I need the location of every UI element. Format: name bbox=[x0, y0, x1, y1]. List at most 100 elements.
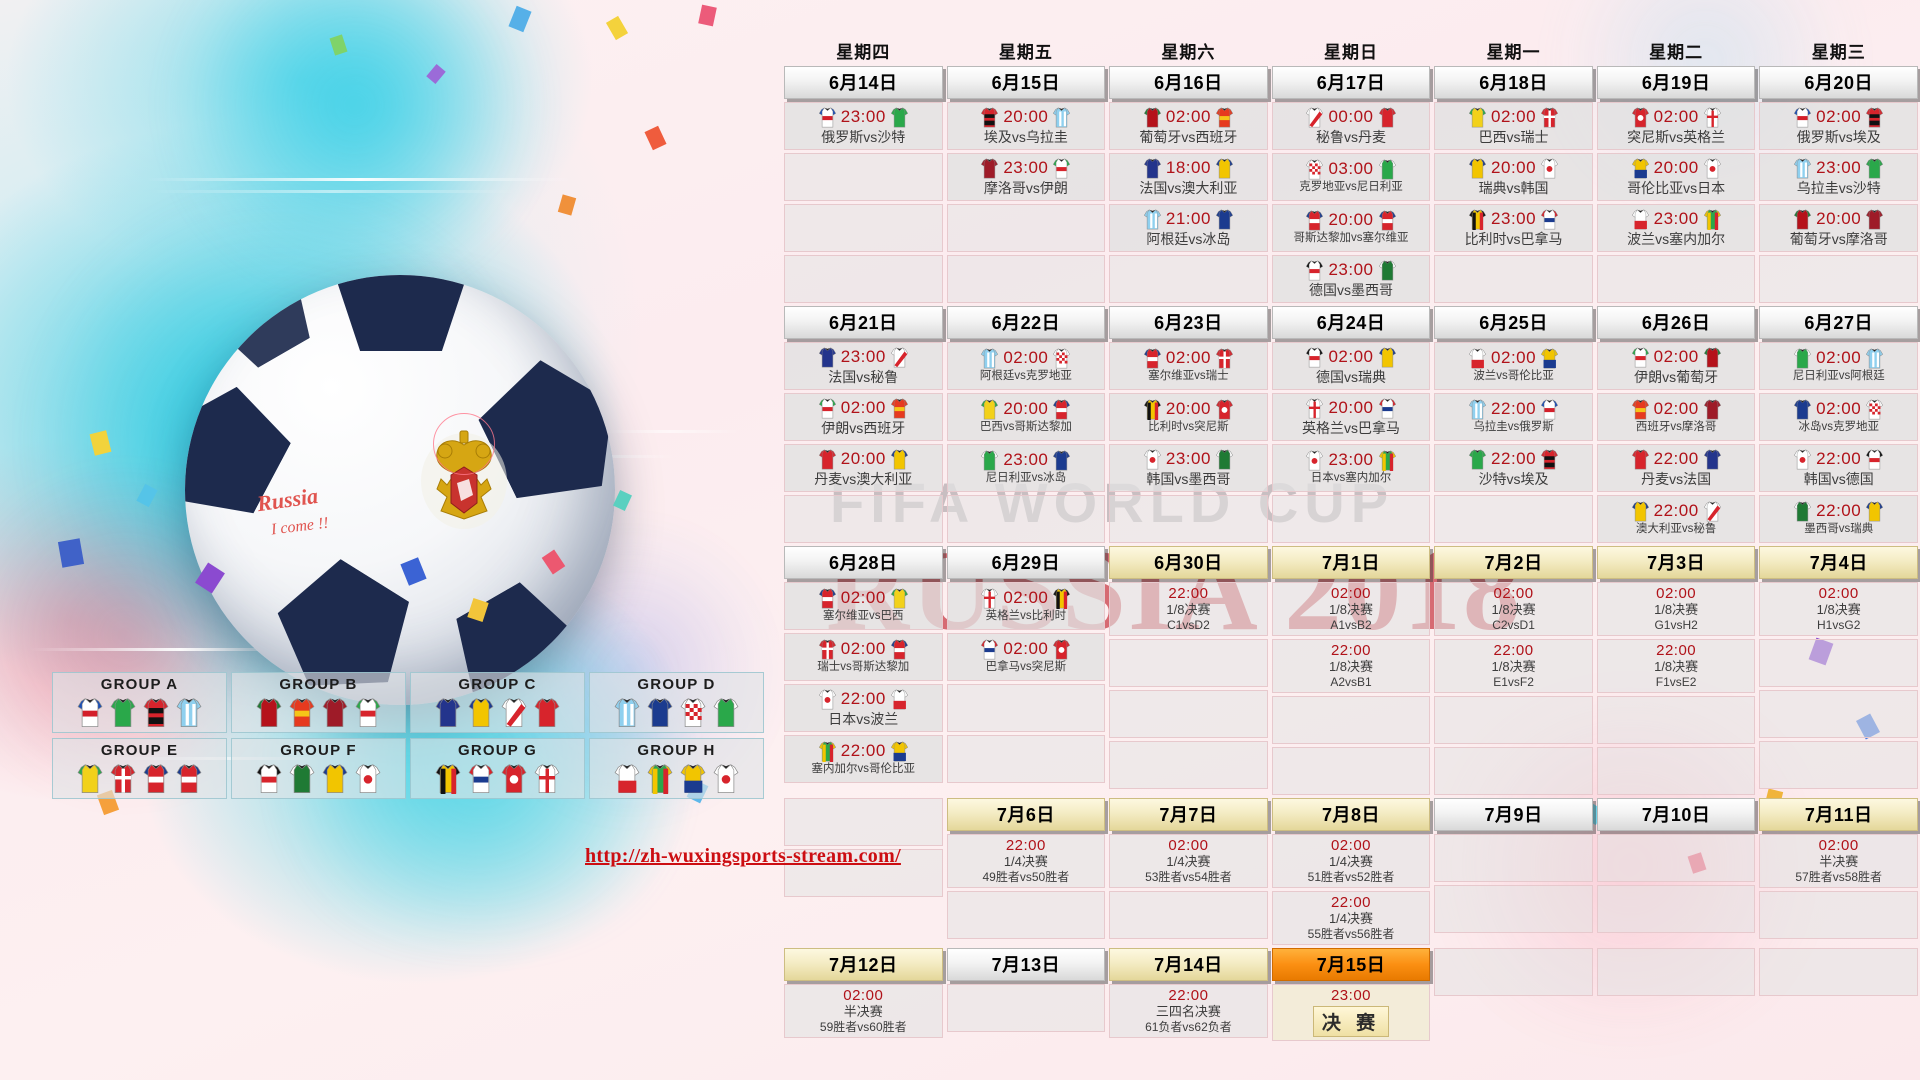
date-header[interactable]: 6月29日 bbox=[946, 546, 1106, 579]
match-cell[interactable]: 20:00 丹麦vs澳大利亚 bbox=[784, 444, 943, 492]
match-cell[interactable]: 02:00 瑞士vs哥斯达黎加 bbox=[784, 633, 943, 681]
match-cell[interactable]: 02:00 1/8决赛 A1vsB2 bbox=[1271, 582, 1431, 636]
date-header[interactable]: 7月4日 bbox=[1759, 546, 1918, 579]
match-cell[interactable]: 02:00 半决赛 57胜者vs58胜者 bbox=[1759, 833, 1918, 888]
match-cell[interactable]: 23:00 比利时vs巴拿马 bbox=[1434, 204, 1593, 252]
match-cell[interactable]: 23:00 德国vs墨西哥 bbox=[1271, 255, 1431, 303]
match-cell[interactable]: 22:00 乌拉圭vs俄罗斯 bbox=[1434, 393, 1593, 441]
match-cell[interactable]: 02:00 波兰vs哥伦比亚 bbox=[1434, 342, 1593, 390]
group-box[interactable]: GROUP D bbox=[589, 672, 764, 733]
date-header[interactable]: 7月1日 bbox=[1271, 546, 1431, 579]
match-cell[interactable]: 02:00 突尼斯vs英格兰 bbox=[1596, 102, 1756, 150]
match-cell[interactable]: 22:00 1/8决赛 C1vsD2 bbox=[1109, 582, 1268, 636]
match-cell[interactable]: 22:00 1/8决赛 F1vsE2 bbox=[1596, 638, 1756, 693]
match-cell[interactable]: 21:00 阿根廷vs冰岛 bbox=[1109, 204, 1268, 252]
match-cell[interactable]: 02:00 阿根廷vs克罗地亚 bbox=[946, 342, 1106, 390]
date-header[interactable]: 6月15日 bbox=[946, 66, 1106, 99]
group-box[interactable]: GROUP B bbox=[231, 672, 406, 733]
match-cell[interactable]: 22:00 沙特vs埃及 bbox=[1434, 444, 1593, 492]
date-header[interactable]: 6月24日 bbox=[1271, 306, 1431, 339]
site-url-link[interactable]: http://zh-wuxingsports-stream.com/ bbox=[585, 845, 901, 867]
match-cell[interactable]: 22:00 1/4决赛 55胜者vs56胜者 bbox=[1271, 890, 1431, 945]
match-cell[interactable]: 18:00 法国vs澳大利亚 bbox=[1109, 153, 1268, 201]
date-header[interactable]: 7月12日 bbox=[784, 947, 943, 981]
date-header[interactable]: 7月11日 bbox=[1759, 797, 1918, 831]
match-cell[interactable]: 20:00 哥斯达黎加vs塞尔维亚 bbox=[1271, 204, 1431, 252]
match-cell[interactable]: 20:00 巴西vs哥斯达黎加 bbox=[946, 393, 1106, 441]
date-header[interactable]: 7月14日 bbox=[1109, 947, 1268, 981]
date-header[interactable]: 7月13日 bbox=[946, 947, 1106, 981]
match-cell[interactable]: 20:00 哥伦比亚vs日本 bbox=[1596, 153, 1756, 201]
date-header[interactable]: 7月3日 bbox=[1596, 546, 1756, 579]
match-cell[interactable]: 02:00 1/8决赛 G1vsH2 bbox=[1596, 582, 1756, 636]
match-cell[interactable]: 20:00 英格兰vs巴拿马 bbox=[1271, 393, 1431, 441]
date-header[interactable]: 6月26日 bbox=[1596, 306, 1756, 339]
match-cell[interactable]: 02:00 西班牙vs摩洛哥 bbox=[1596, 393, 1756, 441]
group-box[interactable]: GROUP A bbox=[52, 672, 227, 733]
match-cell[interactable]: 02:00 冰岛vs克罗地亚 bbox=[1759, 393, 1918, 441]
match-cell[interactable]: 23:00 摩洛哥vs伊朗 bbox=[946, 153, 1106, 201]
match-cell[interactable]: 20:00 比利时vs突尼斯 bbox=[1109, 393, 1268, 441]
group-box[interactable]: GROUP C bbox=[410, 672, 585, 733]
match-cell[interactable]: 20:00 埃及vs乌拉圭 bbox=[946, 102, 1106, 150]
match-cell[interactable]: 22:00 三四名决赛 61负者vs62负者 bbox=[1109, 983, 1268, 1038]
match-cell[interactable]: 02:00 俄罗斯vs埃及 bbox=[1759, 102, 1918, 150]
match-cell[interactable]: 23:00 俄罗斯vs沙特 bbox=[784, 102, 943, 150]
group-box[interactable]: GROUP E bbox=[52, 738, 227, 799]
match-cell[interactable]: 02:00 巴拿马vs突尼斯 bbox=[946, 633, 1106, 681]
group-box[interactable]: GROUP H bbox=[589, 738, 764, 799]
date-header[interactable]: 6月22日 bbox=[946, 306, 1106, 339]
date-header[interactable]: 6月18日 bbox=[1434, 66, 1593, 99]
match-cell[interactable]: 22:00 墨西哥vs瑞典 bbox=[1759, 495, 1918, 543]
date-header[interactable]: 7月7日 bbox=[1109, 797, 1268, 831]
match-cell[interactable]: 22:00 1/8决赛 E1vsF2 bbox=[1434, 638, 1593, 693]
date-header[interactable]: 6月19日 bbox=[1596, 66, 1756, 99]
date-header[interactable]: 6月21日 bbox=[784, 306, 943, 339]
match-cell[interactable]: 00:00 秘鲁vs丹麦 bbox=[1271, 102, 1431, 150]
date-header[interactable]: 7月2日 bbox=[1434, 546, 1593, 579]
match-cell[interactable]: 23:00 决 赛 bbox=[1271, 983, 1431, 1041]
match-cell[interactable]: 02:00 塞尔维亚vs瑞士 bbox=[1109, 342, 1268, 390]
date-header[interactable]: 7月15日 bbox=[1271, 947, 1431, 981]
match-cell[interactable]: 02:00 英格兰vs比利时 bbox=[946, 582, 1106, 630]
group-box[interactable]: GROUP G bbox=[410, 738, 585, 799]
match-cell[interactable]: 20:00 葡萄牙vs摩洛哥 bbox=[1759, 204, 1918, 252]
match-cell[interactable]: 23:00 乌拉圭vs沙特 bbox=[1759, 153, 1918, 201]
match-cell[interactable]: 23:00 法国vs秘鲁 bbox=[784, 342, 943, 390]
date-header[interactable]: 7月9日 bbox=[1434, 797, 1593, 831]
match-cell[interactable]: 02:00 1/8决赛 C2vsD1 bbox=[1434, 582, 1593, 636]
match-cell[interactable]: 02:00 葡萄牙vs西班牙 bbox=[1109, 102, 1268, 150]
match-cell[interactable]: 22:00 澳大利亚vs秘鲁 bbox=[1596, 495, 1756, 543]
match-cell[interactable]: 02:00 塞尔维亚vs巴西 bbox=[784, 582, 943, 630]
match-cell[interactable]: 02:00 尼日利亚vs阿根廷 bbox=[1759, 342, 1918, 390]
match-cell[interactable]: 02:00 伊朗vs葡萄牙 bbox=[1596, 342, 1756, 390]
date-header[interactable]: 6月27日 bbox=[1759, 306, 1918, 339]
date-header[interactable]: 6月20日 bbox=[1759, 66, 1918, 99]
match-cell[interactable]: 22:00 塞内加尔vs哥伦比亚 bbox=[784, 735, 943, 783]
match-cell[interactable]: 22:00 1/4决赛 49胜者vs50胜者 bbox=[946, 833, 1106, 888]
date-header[interactable]: 6月14日 bbox=[784, 66, 943, 99]
date-header[interactable]: 7月8日 bbox=[1271, 797, 1431, 831]
match-cell[interactable]: 20:00 瑞典vs韩国 bbox=[1434, 153, 1593, 201]
match-cell[interactable]: 22:00 韩国vs德国 bbox=[1759, 444, 1918, 492]
match-cell[interactable]: 03:00 克罗地亚vs尼日利亚 bbox=[1271, 153, 1431, 201]
match-cell[interactable]: 22:00 日本vs波兰 bbox=[784, 684, 943, 732]
match-cell[interactable]: 02:00 德国vs瑞典 bbox=[1271, 342, 1431, 390]
date-header[interactable]: 6月17日 bbox=[1271, 66, 1431, 99]
date-header[interactable]: 6月16日 bbox=[1109, 66, 1268, 99]
match-cell[interactable]: 23:00 波兰vs塞内加尔 bbox=[1596, 204, 1756, 252]
match-cell[interactable]: 02:00 1/8决赛 H1vsG2 bbox=[1759, 582, 1918, 636]
date-header[interactable]: 7月6日 bbox=[946, 797, 1106, 831]
date-header[interactable]: 6月28日 bbox=[784, 546, 943, 579]
match-cell[interactable]: 02:00 半决赛 59胜者vs60胜者 bbox=[784, 983, 943, 1038]
match-cell[interactable]: 02:00 巴西vs瑞士 bbox=[1434, 102, 1593, 150]
match-cell[interactable]: 02:00 1/4决赛 51胜者vs52胜者 bbox=[1271, 833, 1431, 888]
date-header[interactable]: 6月23日 bbox=[1109, 306, 1268, 339]
match-cell[interactable]: 23:00 韩国vs墨西哥 bbox=[1109, 444, 1268, 492]
group-box[interactable]: GROUP F bbox=[231, 738, 406, 799]
match-cell[interactable]: 22:00 丹麦vs法国 bbox=[1596, 444, 1756, 492]
match-cell[interactable]: 22:00 1/8决赛 A2vsB1 bbox=[1271, 638, 1431, 693]
match-cell[interactable]: 02:00 1/4决赛 53胜者vs54胜者 bbox=[1109, 833, 1268, 888]
date-header[interactable]: 7月10日 bbox=[1596, 797, 1756, 831]
match-cell[interactable]: 23:00 日本vs塞内加尔 bbox=[1271, 444, 1431, 492]
